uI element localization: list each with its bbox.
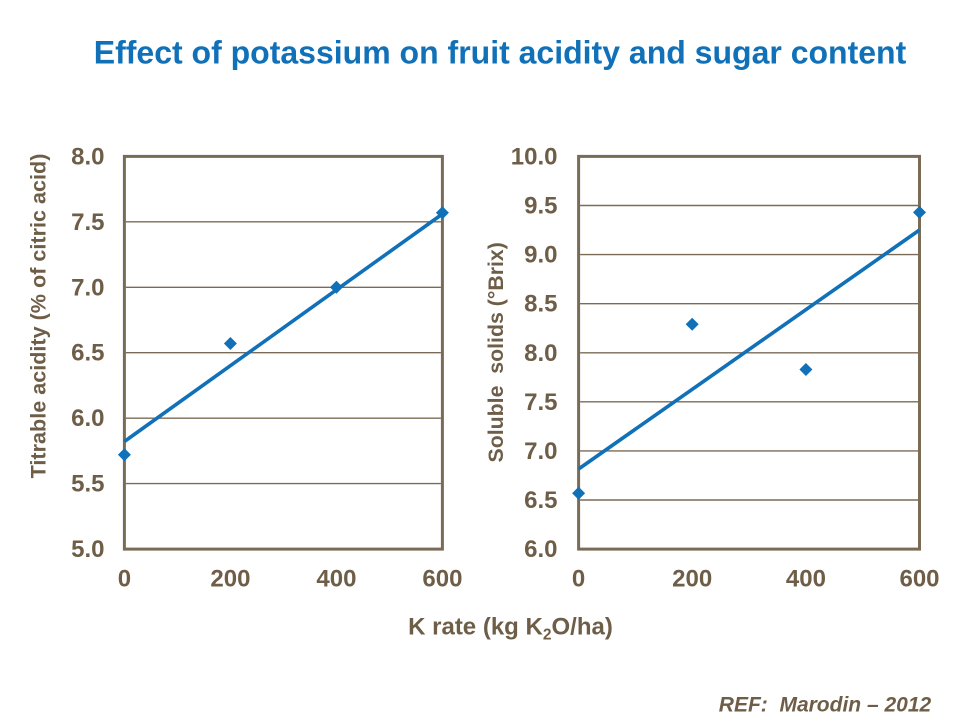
svg-text:8.5: 8.5 (524, 291, 557, 318)
svg-text:600: 600 (422, 566, 462, 593)
svg-text:200: 200 (210, 566, 250, 593)
svg-text:K rate (kg K2O/ha): K rate (kg K2O/ha) (408, 614, 613, 644)
svg-text:7.5: 7.5 (524, 389, 557, 416)
svg-text:7.0: 7.0 (71, 274, 104, 301)
svg-text:5.0: 5.0 (71, 536, 104, 563)
svg-text:Soluble solids (°Brix): Soluble solids (°Brix) (484, 242, 508, 462)
svg-text:9.0: 9.0 (524, 242, 557, 269)
svg-text:8.0: 8.0 (71, 143, 104, 170)
svg-text:Titrable acidity (% of citric: Titrable acidity (% of citric acid) (26, 154, 51, 479)
svg-text:REF: Marodin – 2012: REF: Marodin – 2012 (719, 694, 932, 717)
svg-text:6.5: 6.5 (71, 340, 104, 367)
svg-text:0: 0 (118, 566, 131, 593)
svg-text:200: 200 (672, 566, 712, 593)
svg-text:5.5: 5.5 (71, 471, 104, 498)
svg-text:6.5: 6.5 (524, 487, 557, 514)
svg-text:9.5: 9.5 (524, 193, 557, 220)
svg-text:7.5: 7.5 (71, 209, 104, 236)
svg-text:Effect of potassium on fruit a: Effect of potassium on fruit acidity and… (94, 35, 907, 71)
svg-text:0: 0 (572, 566, 585, 593)
svg-text:7.0: 7.0 (524, 438, 557, 465)
svg-text:6.0: 6.0 (524, 536, 557, 563)
svg-text:10.0: 10.0 (511, 143, 558, 170)
svg-text:8.0: 8.0 (524, 340, 557, 367)
svg-text:400: 400 (316, 566, 356, 593)
svg-text:6.0: 6.0 (71, 405, 104, 432)
svg-text:600: 600 (899, 566, 939, 593)
svg-text:400: 400 (786, 566, 826, 593)
